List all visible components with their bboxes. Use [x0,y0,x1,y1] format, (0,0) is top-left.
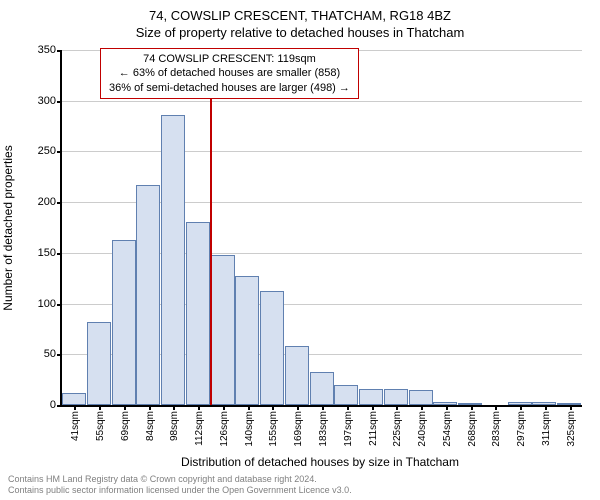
x-tick-mark [495,405,497,410]
chart-container: 74, COWSLIP CRESCENT, THATCHAM, RG18 4BZ… [0,0,600,500]
y-axis-label: Number of detached properties [1,145,15,310]
y-tick-mark [57,151,62,153]
x-tick-label: 84sqm [145,411,156,441]
chart-title-main: 74, COWSLIP CRESCENT, THATCHAM, RG18 4BZ [0,0,600,23]
x-tick-mark [272,405,274,410]
x-tick-label: 297sqm [516,411,527,447]
histogram-bar [186,222,210,405]
x-tick-label: 211sqm [368,411,379,446]
y-tick-mark [57,405,62,407]
x-tick-label: 69sqm [120,411,131,441]
histogram-bar [359,389,383,405]
x-tick-mark [74,405,76,410]
x-tick-label: 311sqm [541,411,552,446]
histogram-bar [285,346,309,405]
gridline [62,101,582,102]
x-tick-mark [421,405,423,410]
y-tick-label: 150 [38,247,56,259]
x-tick-mark [173,405,175,410]
x-tick-label: 169sqm [293,411,304,447]
y-tick-mark [57,354,62,356]
x-tick-label: 112sqm [194,411,205,446]
x-tick-mark [446,405,448,410]
histogram-bar [260,291,284,405]
y-tick-mark [57,253,62,255]
x-tick-mark [520,405,522,410]
x-tick-mark [198,405,200,410]
x-tick-label: 183sqm [318,411,329,447]
x-tick-mark [347,405,349,410]
x-tick-label: 140sqm [244,411,255,447]
y-tick-mark [57,304,62,306]
x-tick-mark [471,405,473,410]
x-tick-label: 325sqm [566,411,577,447]
histogram-bar [87,322,111,405]
y-tick-label: 250 [38,145,56,157]
x-tick-mark [396,405,398,410]
info-box-line: ← 63% of detached houses are smaller (85… [109,66,350,80]
footer-line1: Contains HM Land Registry data © Crown c… [8,474,352,485]
histogram-bar [235,276,259,405]
histogram-bar [161,115,185,405]
x-tick-label: 240sqm [417,411,428,447]
footer-attribution: Contains HM Land Registry data © Crown c… [8,474,352,496]
y-tick-label: 100 [38,298,56,310]
x-tick-label: 197sqm [343,411,354,447]
x-axis-label: Distribution of detached houses by size … [60,455,580,469]
histogram-bar [310,372,334,405]
x-tick-mark [248,405,250,410]
x-tick-label: 225sqm [392,411,403,447]
x-tick-mark [124,405,126,410]
x-tick-mark [545,405,547,410]
footer-line2: Contains public sector information licen… [8,485,352,496]
histogram-bar [409,390,433,405]
x-tick-label: 268sqm [467,411,478,447]
y-tick-label: 50 [44,348,56,360]
histogram-bar [112,240,136,405]
y-tick-label: 0 [50,399,56,411]
x-tick-mark [372,405,374,410]
chart-title-sub: Size of property relative to detached ho… [0,23,600,40]
x-tick-mark [570,405,572,410]
histogram-bar [136,185,160,405]
histogram-bar [334,385,358,405]
gridline [62,151,582,152]
x-tick-mark [149,405,151,410]
y-tick-label: 350 [38,44,56,56]
x-tick-mark [223,405,225,410]
plot-area: 05010015020025030035041sqm55sqm69sqm84sq… [60,50,582,407]
x-tick-label: 98sqm [169,411,180,441]
histogram-bar [384,389,408,405]
y-tick-label: 200 [38,196,56,208]
y-tick-mark [57,202,62,204]
y-tick-label: 300 [38,95,56,107]
x-tick-mark [322,405,324,410]
info-box: 74 COWSLIP CRESCENT: 119sqm← 63% of deta… [100,48,359,99]
x-tick-mark [297,405,299,410]
x-tick-label: 254sqm [442,411,453,447]
x-tick-label: 283sqm [491,411,502,447]
y-tick-mark [57,50,62,52]
histogram-bar [211,255,235,405]
x-tick-label: 41sqm [70,411,81,441]
x-tick-label: 126sqm [219,411,230,447]
reference-line [210,50,212,405]
info-box-line: 36% of semi-detached houses are larger (… [109,81,350,95]
info-box-line: 74 COWSLIP CRESCENT: 119sqm [109,52,350,66]
x-tick-label: 155sqm [268,411,279,447]
x-tick-mark [99,405,101,410]
x-tick-label: 55sqm [95,411,106,441]
histogram-bar [62,393,86,405]
y-tick-mark [57,101,62,103]
